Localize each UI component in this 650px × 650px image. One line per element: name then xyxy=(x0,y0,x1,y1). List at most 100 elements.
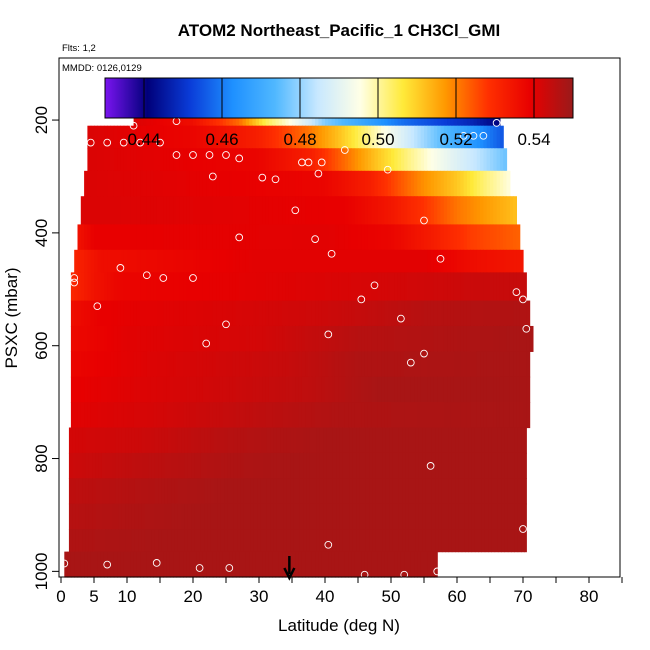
heatmap-cell xyxy=(468,503,473,530)
heatmap-cell xyxy=(375,529,380,553)
heatmap-cell xyxy=(344,351,349,378)
heatmap-cell xyxy=(286,503,291,530)
heatmap-cell xyxy=(447,402,451,429)
heatmap-cell xyxy=(120,376,125,403)
heatmap-cell xyxy=(288,125,293,149)
heatmap-cell xyxy=(107,551,112,578)
heatmap-cell xyxy=(447,196,451,226)
heatmap-cell xyxy=(483,376,488,403)
heatmap-cell xyxy=(476,224,481,251)
heatmap-cell xyxy=(354,224,359,251)
heatmap-cell xyxy=(226,249,230,273)
heatmap-cell xyxy=(402,503,407,530)
heatmap-cell xyxy=(305,351,310,378)
heatmap-band xyxy=(68,478,527,505)
heatmap-cell xyxy=(247,529,252,553)
heatmap-cell xyxy=(94,551,98,578)
heatmap-cell xyxy=(321,249,326,273)
heatmap-cell xyxy=(298,148,303,172)
heatmap-cell xyxy=(391,551,395,578)
heatmap-cell xyxy=(524,529,527,553)
heatmap-cell xyxy=(428,503,433,530)
heatmap-cell xyxy=(352,452,357,479)
heatmap-cell xyxy=(397,325,402,352)
heatmap-cell xyxy=(364,196,369,226)
heatmap-cell xyxy=(184,478,189,505)
heatmap-cell xyxy=(412,529,417,553)
heatmap-cell xyxy=(398,478,403,505)
heatmap-cell xyxy=(233,478,238,505)
heatmap-cell xyxy=(166,351,171,378)
heatmap-cell xyxy=(141,427,146,454)
heatmap-cell xyxy=(222,376,227,403)
heatmap-cell xyxy=(235,224,240,251)
heatmap-cell xyxy=(305,551,310,578)
heatmap-cell xyxy=(186,224,191,251)
heatmap-cell xyxy=(169,196,174,226)
heatmap-cell xyxy=(443,125,448,149)
heatmap-cell xyxy=(387,300,392,327)
heatmap-cell xyxy=(305,249,310,273)
heatmap-cell xyxy=(418,503,423,530)
heatmap-cell xyxy=(226,351,230,378)
heatmap-cell xyxy=(476,249,481,273)
heatmap-cell xyxy=(117,325,121,352)
heatmap-cell xyxy=(336,427,341,454)
observation-point xyxy=(189,274,197,282)
heatmap-cell xyxy=(301,402,306,429)
heatmap-cell xyxy=(437,224,442,251)
y-tick-label: 1000 xyxy=(32,552,51,590)
heatmap-cell xyxy=(232,125,237,149)
heatmap-cell xyxy=(68,427,73,454)
heatmap-cell xyxy=(457,224,461,251)
heatmap-cell xyxy=(253,478,258,505)
heatmap-cell xyxy=(301,300,306,327)
heatmap-cell xyxy=(323,529,327,553)
heatmap-cell xyxy=(428,478,433,505)
heatmap-cell xyxy=(303,503,308,530)
heatmap-cell xyxy=(511,478,516,505)
heatmap-cell xyxy=(189,351,194,378)
heatmap-cell xyxy=(103,224,108,251)
heatmap-cell xyxy=(186,196,191,226)
heatmap-cell xyxy=(128,452,133,479)
heatmap-cell xyxy=(511,503,516,530)
heatmap-cell xyxy=(499,272,504,302)
heatmap-cell xyxy=(311,249,316,273)
heatmap-cell xyxy=(484,452,489,479)
heatmap-cell xyxy=(206,224,211,251)
heatmap-cell xyxy=(295,224,300,251)
heatmap-cell xyxy=(410,376,415,403)
heatmap-cell xyxy=(414,170,418,197)
heatmap-cell xyxy=(493,300,498,327)
heatmap-cell xyxy=(136,125,141,149)
heatmap-cell xyxy=(455,452,459,479)
heatmap-cell xyxy=(361,551,366,578)
heatmap-cell xyxy=(331,402,336,429)
heatmap-cell xyxy=(356,529,360,553)
heatmap-cell xyxy=(433,402,438,429)
heatmap-cell xyxy=(523,376,527,403)
heatmap-cell xyxy=(282,376,286,403)
heatmap-cell xyxy=(90,551,95,578)
heatmap-cell xyxy=(199,351,204,378)
heatmap-cell xyxy=(344,170,349,197)
heatmap-cell xyxy=(70,376,75,403)
heatmap-cell xyxy=(242,402,247,429)
heatmap-cell xyxy=(133,249,138,273)
heatmap-cell xyxy=(209,351,214,378)
heatmap-cell xyxy=(265,224,270,251)
heatmap-cell xyxy=(253,427,258,454)
heatmap-cell xyxy=(167,478,172,505)
heatmap-band xyxy=(68,427,527,454)
x-axis-label: Latitude (deg N) xyxy=(278,616,400,635)
heatmap-cell xyxy=(94,402,98,429)
heatmap-cell xyxy=(521,427,525,454)
heatmap-cell xyxy=(437,148,442,172)
heatmap-cell xyxy=(394,249,399,273)
heatmap-cell xyxy=(88,427,93,454)
heatmap-cell xyxy=(177,452,182,479)
heatmap-cell xyxy=(87,402,92,429)
heatmap-cell xyxy=(278,196,283,226)
heatmap-cell xyxy=(392,529,397,553)
